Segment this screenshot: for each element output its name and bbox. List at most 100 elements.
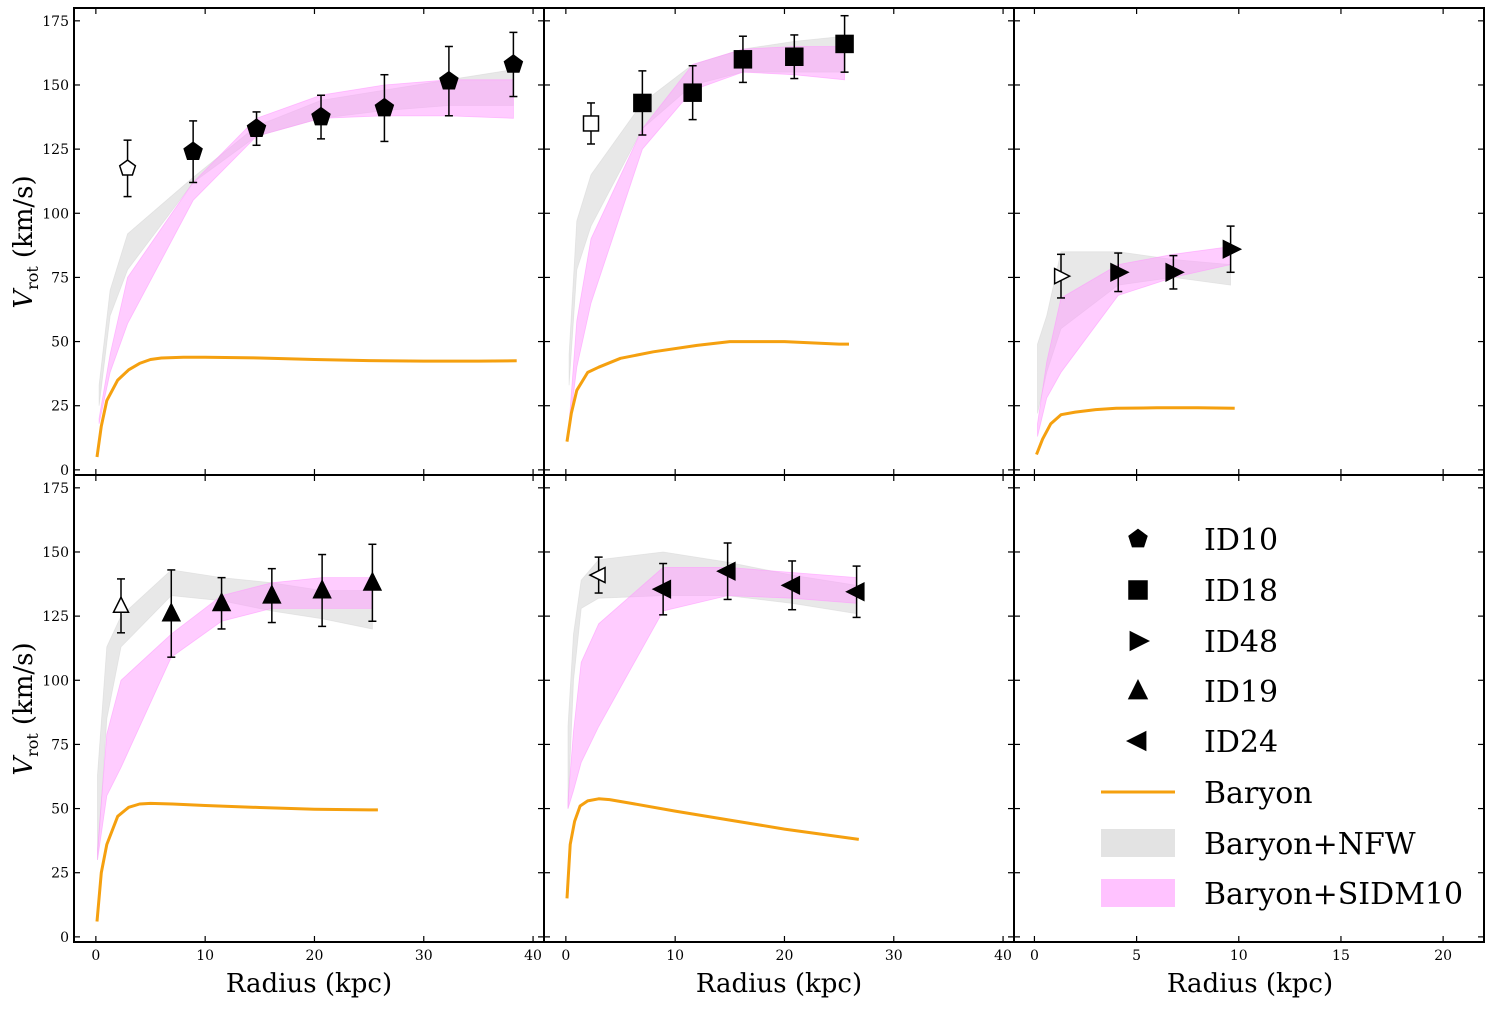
panel-id24: 0 10 20 30 40 (543, 474, 1015, 964)
y-axis-title-sub: rot (23, 733, 42, 757)
x-axis-title-1: Radius (kpc) (226, 969, 392, 999)
panel-frame (543, 7, 1015, 476)
data-point (183, 141, 203, 161)
legend-swatch (1101, 879, 1175, 907)
legend-marker (1125, 730, 1147, 752)
magenta-band-icon (1101, 879, 1175, 907)
baryon-line (95, 355, 517, 458)
y-axis-title-top: Vrot (km/s) (9, 175, 42, 308)
y-tick-label: 0 (60, 463, 69, 479)
panel-id10: 0 25 50 75 100 125 150 175 (42, 7, 545, 479)
y-tick-label: 0 (60, 930, 69, 946)
y-axis-title-v: V (9, 755, 39, 776)
panel-id18 (543, 7, 1015, 476)
baryon-line (565, 797, 860, 899)
data-point (246, 118, 267, 137)
y-tick-label: 150 (42, 78, 69, 94)
baryon-line (565, 340, 849, 442)
legend-label: ID48 (1204, 625, 1278, 660)
data-point (1053, 267, 1072, 285)
data-point (733, 50, 753, 69)
data-point (1222, 239, 1243, 259)
y-axis-title-unit: (km/s) (9, 175, 39, 258)
x-tick-label: 5 (1132, 948, 1141, 964)
y-tick-label: 50 (51, 802, 69, 818)
sidm-band (98, 79, 514, 424)
data-point (785, 47, 804, 67)
data-point (161, 602, 181, 622)
x-tick-label: 10 (666, 948, 684, 964)
pentagon-icon (1128, 528, 1148, 548)
baryon-line (1035, 406, 1235, 456)
legend-marker (1127, 678, 1149, 700)
legend-swatch (1101, 829, 1175, 857)
x-axis-title-3: Radius (kpc) (1167, 969, 1333, 999)
panel-id48 (1013, 7, 1485, 476)
panel-frame (1013, 7, 1485, 476)
x-tick-label: 20 (1434, 948, 1452, 964)
legend-label: Baryon+NFW (1204, 827, 1416, 862)
legend-marker (1129, 630, 1151, 652)
y-axis-title-v: V (9, 288, 39, 309)
triangle-right-icon (1129, 630, 1151, 652)
x-tick-label: 30 (415, 948, 433, 964)
x-tick-label: 15 (1332, 948, 1350, 964)
x-tick-label: 0 (91, 948, 100, 964)
data-point (118, 159, 137, 176)
y-axis-title-unit: (km/s) (9, 642, 39, 725)
y-tick-label: 125 (42, 142, 69, 158)
data-point (1110, 262, 1130, 283)
legend-marker (1128, 580, 1148, 600)
x-tick-label: 0 (1030, 948, 1039, 964)
data-point (588, 566, 606, 584)
y-axis-title-sub: rot (23, 266, 42, 290)
x-tick-label: 40 (994, 948, 1012, 964)
y-tick-label: 100 (42, 206, 69, 222)
x-tick-label: 40 (524, 948, 542, 964)
panel-frame (543, 474, 1015, 943)
y-tick-label: 125 (42, 609, 69, 625)
legend-label: Baryon (1204, 776, 1313, 811)
data-point (780, 575, 801, 596)
legend-label: ID19 (1204, 675, 1278, 710)
data-point (439, 70, 459, 90)
panel-frame (1013, 474, 1485, 943)
y-axis-title-bottom: Vrot (km/s) (9, 642, 42, 775)
y-tick-label: 75 (51, 270, 69, 286)
triangle-left-icon (1125, 730, 1147, 752)
triangle-up-icon (1127, 678, 1149, 700)
x-tick-label: 30 (885, 948, 903, 964)
data-point (362, 571, 383, 591)
square-icon (1128, 580, 1148, 600)
legend-marker (1128, 528, 1148, 548)
y-tick-label: 175 (42, 481, 69, 497)
gray-band-icon (1101, 829, 1175, 857)
baryon-line (95, 801, 378, 922)
sidm-band (568, 46, 845, 429)
legend-label: ID18 (1204, 574, 1278, 609)
data-point (716, 561, 736, 581)
x-tick-label: 10 (196, 948, 214, 964)
axis-titles: Radius (kpc) Radius (kpc) Radius (kpc) V… (9, 175, 1333, 999)
legend-label: ID10 (1204, 523, 1278, 558)
data-point (845, 582, 865, 602)
data-point (503, 54, 524, 73)
data-point (633, 93, 652, 113)
data-point (311, 106, 331, 126)
x-axis-title-2: Radius (kpc) (696, 969, 862, 999)
data-point (262, 584, 282, 604)
data-point (312, 579, 332, 599)
panel-id19: 0 25 50 75 100 125 150 175 0 10 20 30 40 (42, 474, 545, 964)
y-tick-label: 25 (51, 399, 69, 415)
legend-label: Baryon+SIDM10 (1204, 877, 1463, 912)
data-point (1165, 262, 1185, 283)
legend: 0 5 10 15 20 ID10 ID18 ID48 ID19 ID24 Baryon Baryon… (1013, 474, 1485, 964)
legend-label: ID24 (1204, 725, 1278, 760)
y-tick-label: 50 (51, 335, 69, 351)
y-tick-label: 150 (42, 545, 69, 561)
x-tick-label: 20 (306, 948, 324, 964)
data-point (112, 595, 130, 613)
